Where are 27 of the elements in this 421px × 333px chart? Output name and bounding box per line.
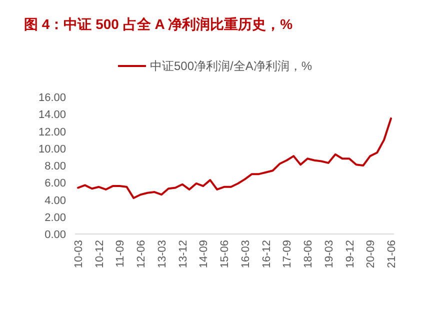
x-tick-label: 16-03 [240, 240, 252, 268]
y-tick-label: 8.00 [44, 160, 66, 172]
x-tick-label: 15-06 [219, 240, 232, 268]
y-tick-label: 2.00 [44, 212, 66, 224]
legend-label: 中证500净利润/全A净利润，% [150, 59, 312, 73]
x-tick-label: 18-06 [302, 240, 315, 268]
x-tick-label: 13-03 [156, 240, 168, 268]
x-tick-label: 19-03 [323, 240, 336, 268]
x-tick-label: 14-09 [198, 240, 210, 268]
y-tick-label: 14.00 [38, 109, 66, 122]
x-tick-label: 17-09 [282, 240, 294, 268]
y-tick-label: 12.00 [38, 126, 66, 138]
x-tick-label: 12-06 [136, 240, 148, 268]
x-tick-label: 20-09 [365, 240, 378, 268]
y-tick-label: 16.00 [38, 92, 66, 104]
x-tick-label: 10-03 [73, 240, 85, 268]
y-tick-label: 6.00 [44, 178, 66, 190]
y-tick-label: 4.00 [44, 194, 66, 207]
y-tick-label: 10.00 [38, 143, 66, 156]
title: 图 4：中证 500 占全 A 净利润比重历史，% [24, 16, 293, 32]
y-tick-label: 0.00 [44, 229, 66, 241]
x-tick-label: 11-09 [114, 240, 127, 268]
x-tick-label: 19-12 [344, 240, 356, 268]
x-tick-label: 13-12 [177, 240, 190, 268]
x-tick-label: 10-12 [94, 240, 106, 268]
x-tick-label: 21-06 [386, 240, 398, 268]
x-tick-label: 16-12 [260, 240, 273, 268]
